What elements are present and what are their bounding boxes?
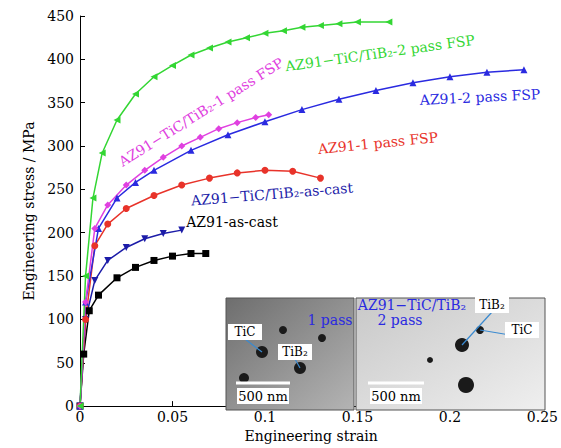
svg-text:AZ91−TiC/TiB₂-1 pass FSP: AZ91−TiC/TiB₂-1 pass FSP — [115, 54, 286, 170]
svg-text:Engineering stress / MPa: Engineering stress / MPa — [21, 121, 37, 300]
svg-text:50: 50 — [56, 355, 74, 371]
svg-text:0.1: 0.1 — [254, 409, 276, 425]
svg-text:250: 250 — [47, 181, 74, 197]
svg-text:0.25: 0.25 — [527, 409, 558, 425]
svg-text:400: 400 — [47, 51, 74, 67]
svg-text:350: 350 — [47, 95, 74, 111]
svg-text:AZ91−TiC/TiB₂: AZ91−TiC/TiB₂ — [357, 297, 466, 313]
svg-text:AZ91−TiC/TiB₂-as-cast: AZ91−TiC/TiB₂-as-cast — [189, 180, 353, 209]
svg-text:450: 450 — [47, 8, 74, 24]
svg-text:150: 150 — [47, 268, 74, 284]
svg-text:500 nm: 500 nm — [238, 389, 288, 404]
svg-text:1 pass: 1 pass — [307, 312, 352, 328]
svg-text:2 pass: 2 pass — [377, 312, 422, 328]
svg-text:TiB₂: TiB₂ — [282, 345, 308, 359]
svg-text:500 nm: 500 nm — [371, 389, 421, 404]
svg-text:200: 200 — [47, 225, 74, 241]
svg-text:100: 100 — [47, 311, 74, 327]
svg-text:0: 0 — [65, 398, 74, 414]
svg-text:AZ91-as-cast: AZ91-as-cast — [185, 214, 278, 230]
svg-text:TiC: TiC — [234, 325, 255, 339]
svg-text:Engineering strain: Engineering strain — [245, 428, 378, 444]
svg-text:300: 300 — [47, 138, 74, 154]
svg-text:0: 0 — [76, 409, 85, 425]
svg-text:0.15: 0.15 — [342, 409, 373, 425]
svg-text:AZ91−TiC/TiB₂-2 pass FSP: AZ91−TiC/TiB₂-2 pass FSP — [283, 32, 475, 75]
svg-text:AZ91-2 pass FSP: AZ91-2 pass FSP — [418, 86, 540, 108]
svg-text:0.2: 0.2 — [439, 409, 461, 425]
svg-text:TiB₂: TiB₂ — [479, 298, 505, 312]
svg-text:AZ91-1 pass FSP: AZ91-1 pass FSP — [316, 129, 439, 157]
svg-text:0.05: 0.05 — [157, 409, 188, 425]
svg-text:TiC: TiC — [511, 323, 532, 337]
